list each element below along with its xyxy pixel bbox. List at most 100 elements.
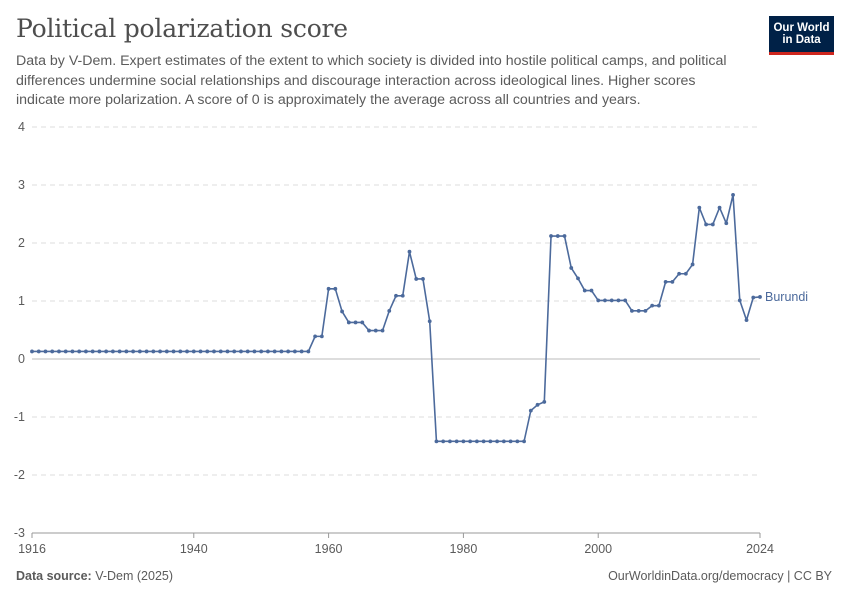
- data-point: [582, 288, 587, 293]
- data-point: [731, 192, 735, 197]
- y-tick-label: 2: [18, 236, 25, 250]
- data-point: [70, 349, 75, 354]
- data-point: [218, 349, 223, 354]
- data-point: [656, 303, 661, 308]
- data-point: [650, 303, 655, 308]
- data-point: [596, 298, 601, 303]
- data-point: [636, 308, 641, 313]
- data-point: [171, 349, 176, 354]
- data-point: [623, 298, 628, 303]
- data-point: [394, 293, 398, 298]
- owid-logo[interactable]: Our World in Data: [769, 16, 834, 55]
- data-point: [306, 349, 311, 354]
- data-point: [508, 439, 513, 444]
- data-point: [481, 439, 486, 444]
- data-point: [259, 349, 264, 354]
- grid-layer: [32, 126, 760, 534]
- y-tick-label: 3: [18, 178, 25, 192]
- data-point: [569, 266, 574, 270]
- data-point: [158, 349, 162, 354]
- data-point: [616, 298, 621, 303]
- data-point: [353, 320, 358, 325]
- data-source-value[interactable]: V-Dem (2025): [95, 569, 174, 583]
- data-point: [205, 349, 210, 354]
- data-point: [36, 349, 41, 354]
- data-point: [589, 288, 594, 293]
- data-point: [474, 439, 479, 444]
- chart-title: Political polarization score: [16, 14, 348, 43]
- data-point: [468, 439, 473, 444]
- data-point: [151, 349, 156, 354]
- data-point: [212, 349, 216, 354]
- y-tick-label: -3: [14, 526, 25, 540]
- data-point: [744, 318, 749, 323]
- data-point: [131, 349, 136, 354]
- data-point: [704, 222, 708, 227]
- data-point: [441, 439, 446, 444]
- data-point: [360, 320, 365, 325]
- data-point: [603, 298, 607, 303]
- data-point: [124, 349, 129, 354]
- data-point: [191, 349, 196, 354]
- data-point: [495, 439, 500, 444]
- data-point: [77, 349, 82, 354]
- data-point: [110, 349, 115, 354]
- data-point: [239, 349, 243, 354]
- data-point: [434, 439, 439, 444]
- data-point: [737, 298, 742, 303]
- data-point: [299, 349, 304, 354]
- data-point: [758, 295, 762, 299]
- y-tick-label: -2: [14, 468, 25, 482]
- data-point: [501, 439, 506, 444]
- data-point: [252, 349, 257, 354]
- data-point: [387, 308, 392, 313]
- data-point: [697, 205, 702, 210]
- footer-link[interactable]: OurWorldinData.org/democracy | CC BY: [608, 569, 832, 583]
- data-point: [421, 277, 425, 281]
- logo-line-1: Our World: [773, 21, 830, 34]
- data-point: [724, 221, 729, 226]
- data-point: [515, 439, 520, 444]
- data-point: [751, 295, 756, 300]
- data-point: [367, 328, 371, 333]
- x-tick-label: 1960: [315, 542, 343, 556]
- y-tick-label: 1: [18, 294, 25, 308]
- data-point: [630, 308, 634, 313]
- data-point: [164, 349, 169, 354]
- data-point: [104, 349, 109, 354]
- data-point: [245, 349, 250, 354]
- x-tick-label: 1980: [450, 542, 478, 556]
- data-point: [43, 349, 48, 354]
- data-point: [225, 349, 230, 354]
- data-point: [286, 349, 291, 354]
- data-point: [97, 349, 102, 354]
- data-point: [333, 286, 338, 291]
- data-source: Data source: V-Dem (2025): [16, 569, 173, 583]
- data-point: [30, 349, 34, 354]
- data-point: [576, 276, 580, 281]
- data-point: [326, 286, 331, 291]
- series-layer: Burundi: [30, 192, 808, 444]
- data-point: [549, 234, 553, 238]
- data-point: [542, 400, 547, 404]
- data-point: [57, 349, 61, 354]
- series-line-burundi: [32, 194, 761, 443]
- data-point: [690, 262, 695, 267]
- x-tick-label: 1940: [180, 542, 208, 556]
- data-point: [137, 349, 142, 354]
- data-source-label: Data source:: [16, 569, 92, 583]
- data-point: [185, 349, 189, 354]
- y-tick-label: -1: [14, 410, 25, 424]
- x-tick-label: 1916: [18, 542, 46, 556]
- logo-line-2: in Data: [782, 34, 821, 46]
- data-point: [677, 271, 682, 276]
- data-point: [555, 234, 560, 238]
- data-point: [340, 309, 344, 314]
- data-point: [448, 439, 452, 444]
- data-point: [90, 349, 95, 354]
- y-tick-label: 0: [18, 352, 25, 366]
- data-point: [63, 349, 68, 354]
- data-point: [272, 349, 277, 354]
- data-point: [710, 222, 715, 227]
